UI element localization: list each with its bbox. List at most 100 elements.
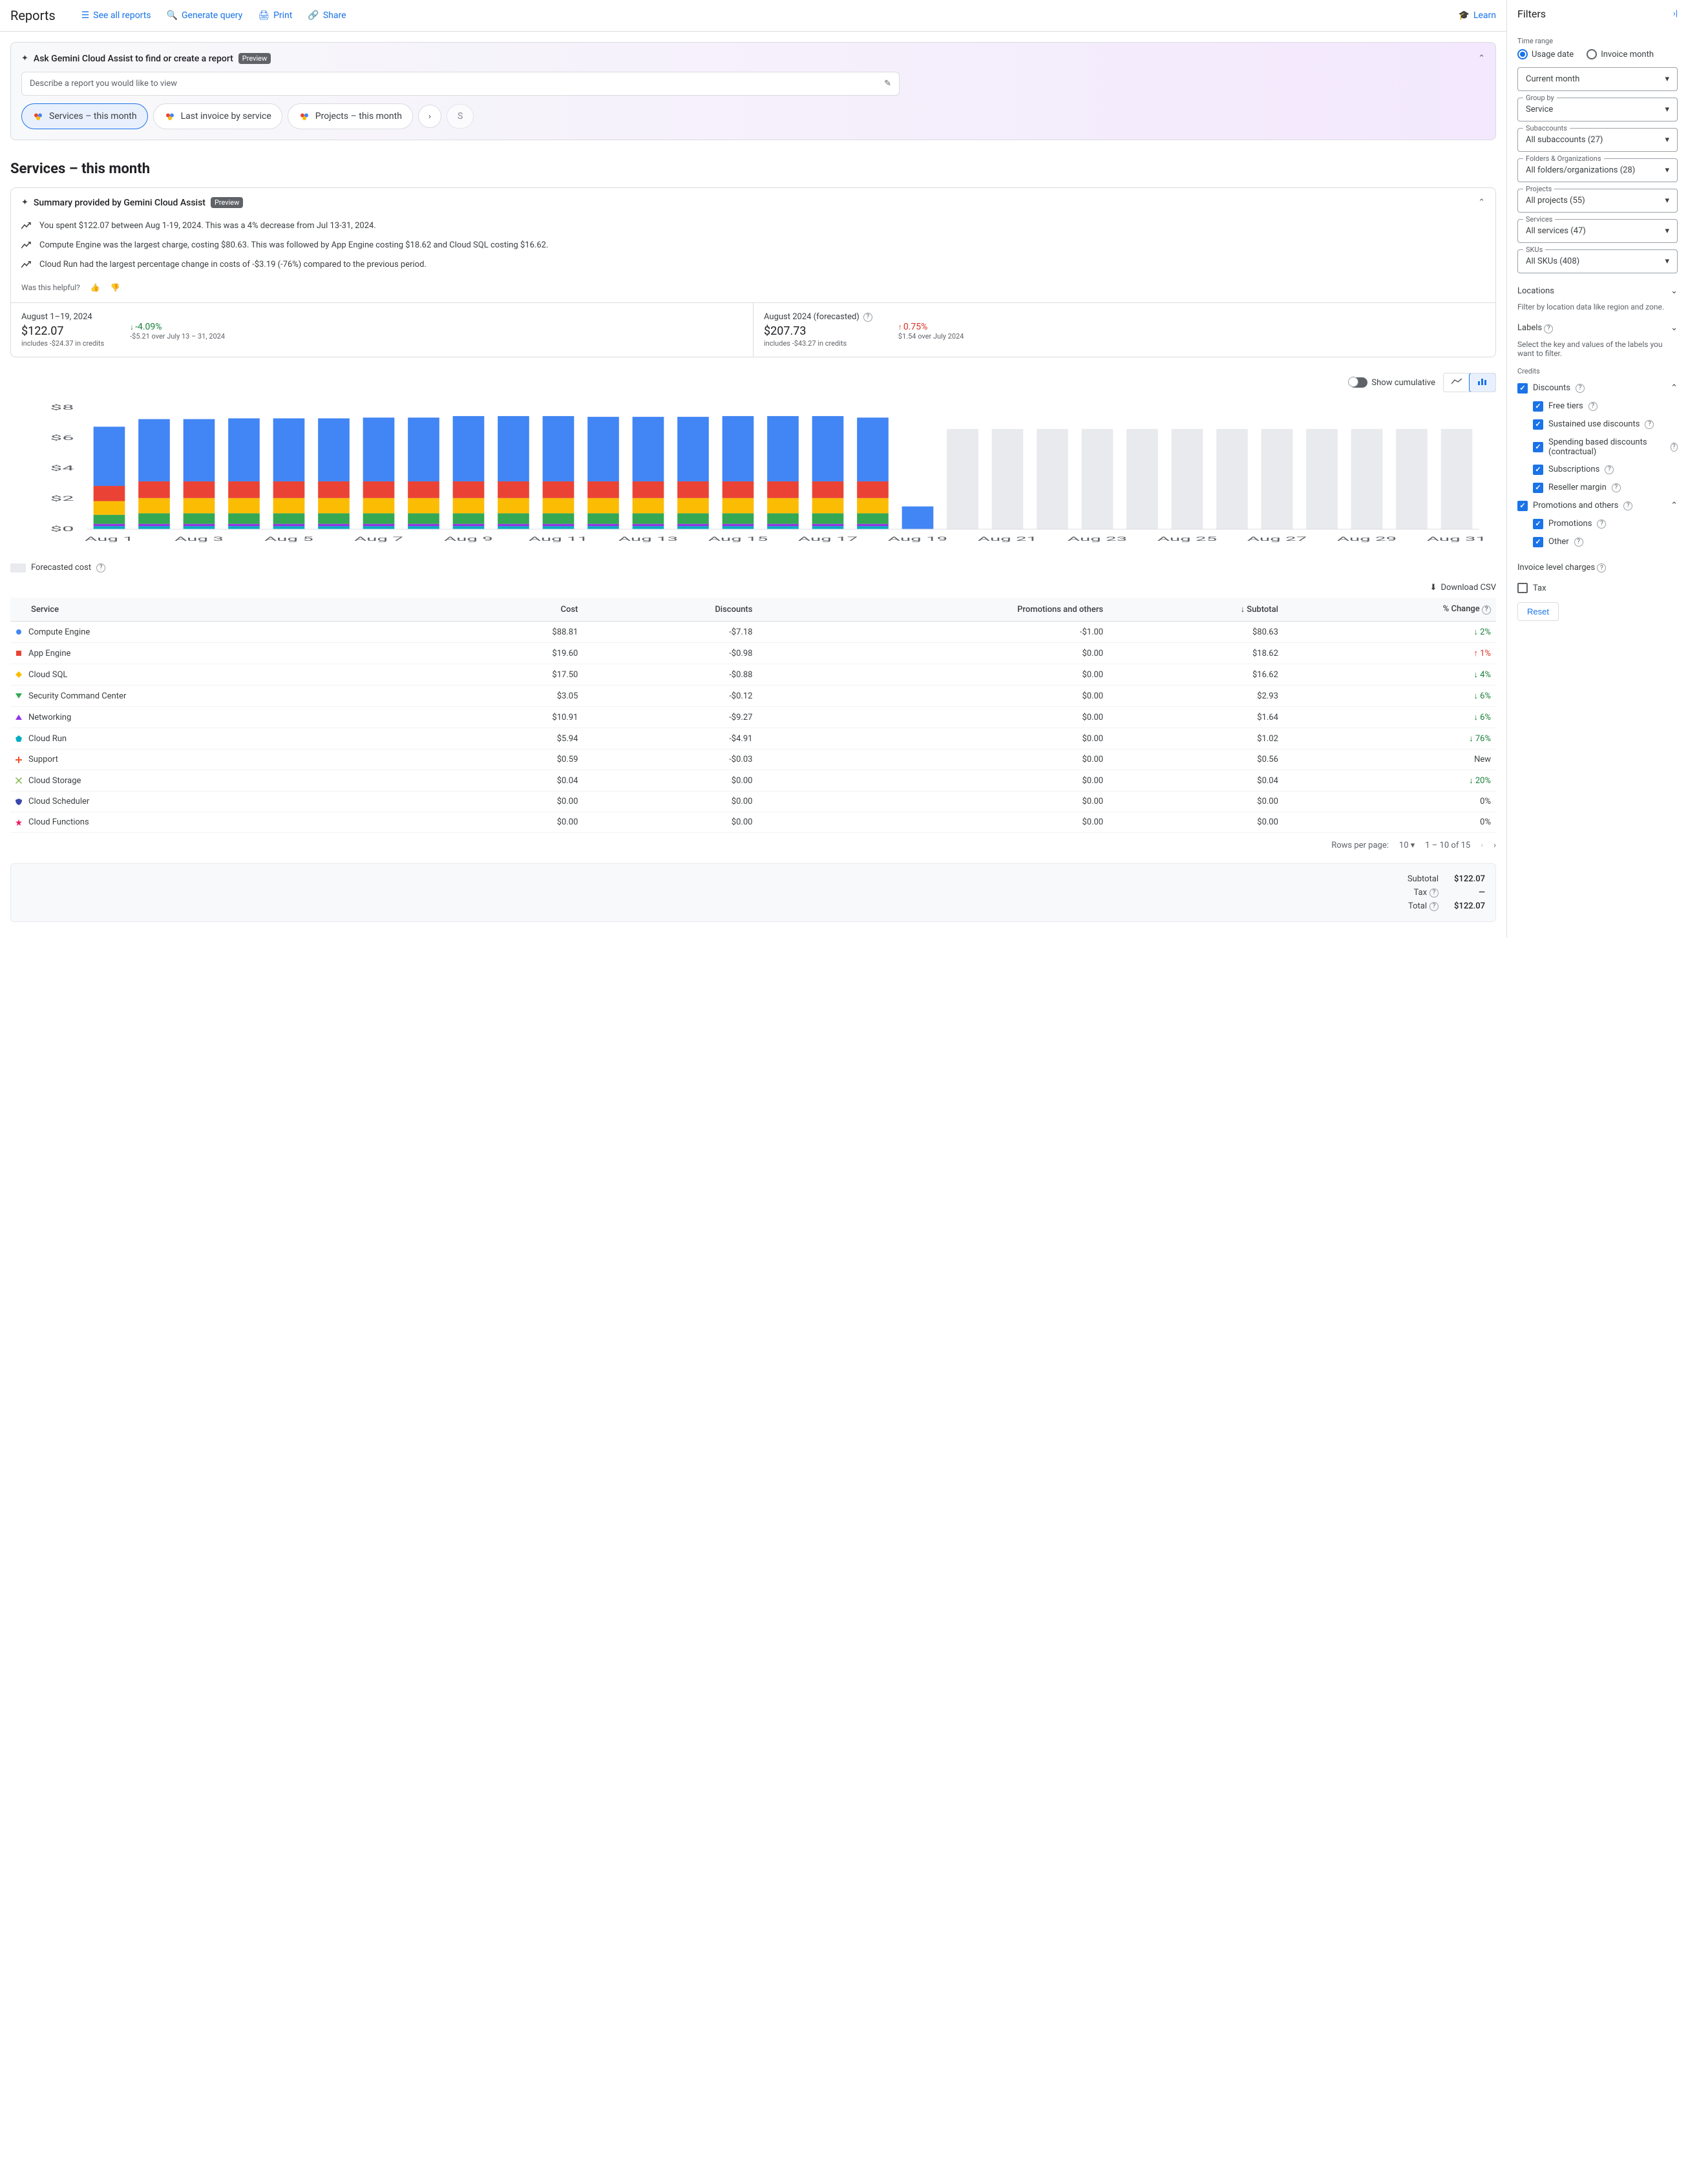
column-header[interactable]: Cost bbox=[452, 598, 584, 622]
table-row[interactable]: Cloud Scheduler$0.00$0.00$0.00$0.000% bbox=[10, 792, 1496, 812]
collapse-gemini-button[interactable]: ⌃ bbox=[1478, 54, 1485, 63]
table-row[interactable]: Compute Engine$88.81-$7.18-$1.00$80.63↓ … bbox=[10, 622, 1496, 643]
chip-partial[interactable]: S bbox=[447, 104, 474, 129]
column-header[interactable]: Discounts bbox=[583, 598, 757, 622]
table-row[interactable]: Networking$10.91-$9.27$0.00$1.64↓ 6% bbox=[10, 707, 1496, 728]
share-link[interactable]: 🔗 Share bbox=[308, 10, 346, 21]
chip-scroll-next-button[interactable]: › bbox=[418, 105, 441, 128]
discounts-cell: -$0.98 bbox=[583, 643, 757, 664]
help-icon[interactable]: ? bbox=[1645, 420, 1654, 429]
help-icon[interactable]: ? bbox=[96, 563, 105, 572]
chip-last-invoice[interactable]: Last invoice by service bbox=[153, 103, 282, 129]
discounts-checkbox[interactable]: Discounts?⌃ bbox=[1517, 379, 1678, 397]
locations-expand[interactable]: Locations⌄ bbox=[1517, 280, 1678, 302]
sparkle-icon: ✦ bbox=[21, 54, 28, 63]
help-icon[interactable]: ? bbox=[863, 313, 872, 322]
invoice-month-radio[interactable]: Invoice month bbox=[1587, 49, 1654, 59]
help-icon[interactable]: ? bbox=[1597, 563, 1606, 572]
table-row[interactable]: Cloud Functions$0.00$0.00$0.00$0.000% bbox=[10, 812, 1496, 833]
sustained-checkbox[interactable]: Sustained use discounts? bbox=[1517, 415, 1678, 434]
service-marker-icon bbox=[16, 650, 22, 656]
column-header[interactable]: % Change ? bbox=[1283, 598, 1496, 622]
cost-cell: $5.94 bbox=[452, 728, 584, 750]
gemini-prompt-input[interactable]: Describe a report you would like to view… bbox=[21, 72, 900, 96]
see-all-reports-link[interactable]: ☰ See all reports bbox=[81, 10, 151, 21]
collapse-filters-button[interactable]: ›| bbox=[1673, 9, 1678, 19]
line-view-button[interactable] bbox=[1444, 373, 1470, 392]
time-range-select[interactable]: Current month▾ bbox=[1517, 67, 1678, 91]
chip-projects-this-month[interactable]: Projects – this month bbox=[288, 103, 413, 129]
help-icon[interactable]: ? bbox=[1623, 501, 1632, 510]
labels-expand[interactable]: Labels ?⌄ bbox=[1517, 317, 1678, 340]
service-name: Support bbox=[28, 755, 58, 764]
subtotal-cell: $18.62 bbox=[1108, 643, 1283, 664]
table-row[interactable]: Cloud Storage$0.04$0.00$0.00$0.04↓ 20% bbox=[10, 770, 1496, 792]
generate-query-link[interactable]: 🔍 Generate query bbox=[167, 10, 243, 21]
projects-select[interactable]: Projects All projects (55)▾ bbox=[1517, 189, 1678, 213]
help-icon[interactable]: ? bbox=[1671, 443, 1678, 452]
help-icon[interactable]: ? bbox=[1574, 538, 1583, 547]
chip-services-this-month[interactable]: Services – this month bbox=[21, 103, 148, 129]
services-select[interactable]: Services All services (47)▾ bbox=[1517, 219, 1678, 243]
thumbs-up-icon[interactable]: 👍 bbox=[90, 283, 100, 292]
change-cell: 0% bbox=[1283, 792, 1496, 812]
table-row[interactable]: Cloud SQL$17.50-$0.88$0.00$16.62↓ 4% bbox=[10, 664, 1496, 686]
preview-badge: Preview bbox=[238, 53, 271, 64]
line-chart-icon bbox=[1451, 377, 1462, 385]
cost-cell: $3.05 bbox=[452, 686, 584, 707]
column-header[interactable]: Service bbox=[10, 598, 452, 622]
discounts-cell: -$4.91 bbox=[583, 728, 757, 750]
rows-per-page-select[interactable]: 10 ▾ bbox=[1399, 841, 1415, 850]
help-icon[interactable]: ? bbox=[1544, 324, 1553, 333]
table-row[interactable]: Support$0.59-$0.03$0.00$0.56New bbox=[10, 750, 1496, 770]
svg-text:$8: $8 bbox=[50, 404, 74, 412]
column-header[interactable]: Promotions and others bbox=[757, 598, 1108, 622]
group-by-select[interactable]: Group by Service▾ bbox=[1517, 98, 1678, 121]
service-name: Cloud Scheduler bbox=[28, 797, 89, 806]
folders-select[interactable]: Folders & Organizations All folders/orga… bbox=[1517, 158, 1678, 182]
subtotal-cell: $0.56 bbox=[1108, 750, 1283, 770]
service-marker-icon bbox=[16, 799, 22, 805]
change-cell: ↓ 4% bbox=[1283, 664, 1496, 686]
table-row[interactable]: App Engine$19.60-$0.98$0.00$18.62↑ 1% bbox=[10, 643, 1496, 664]
spending-checkbox[interactable]: Spending based discounts (contractual)? bbox=[1517, 434, 1678, 461]
free-tiers-checkbox[interactable]: Free tiers? bbox=[1517, 397, 1678, 415]
cost-chart: $0$2$4$6$8Aug 1Aug 3Aug 5Aug 7Aug 9Aug 1… bbox=[0, 397, 1506, 558]
other-checkbox[interactable]: Other? bbox=[1517, 533, 1678, 551]
help-icon[interactable]: ? bbox=[1588, 402, 1598, 411]
help-icon[interactable]: ? bbox=[1597, 520, 1606, 529]
print-link[interactable]: 🖨 Print bbox=[258, 10, 292, 21]
download-csv-button[interactable]: ⬇ Download CSV bbox=[1430, 583, 1496, 593]
promotions-others-checkbox[interactable]: Promotions and others?⌃ bbox=[1517, 497, 1678, 515]
help-icon[interactable]: ? bbox=[1430, 888, 1439, 898]
cost-cell: $0.59 bbox=[452, 750, 584, 770]
column-header[interactable]: ↓ Subtotal bbox=[1108, 598, 1283, 622]
reseller-checkbox[interactable]: Reseller margin? bbox=[1517, 479, 1678, 497]
help-icon[interactable]: ? bbox=[1576, 384, 1585, 393]
svg-text:Aug 25: Aug 25 bbox=[1157, 536, 1218, 542]
help-icon[interactable]: ? bbox=[1605, 465, 1614, 474]
promotions-checkbox[interactable]: Promotions? bbox=[1517, 515, 1678, 533]
learn-link[interactable]: 🎓 Learn bbox=[1459, 10, 1497, 21]
cost-cell: $0.00 bbox=[452, 792, 584, 812]
svg-text:Aug 27: Aug 27 bbox=[1247, 536, 1307, 542]
subaccounts-select[interactable]: Subaccounts All subaccounts (27)▾ bbox=[1517, 128, 1678, 152]
bar-view-button[interactable] bbox=[1469, 373, 1496, 392]
tax-checkbox[interactable]: Tax bbox=[1517, 579, 1678, 597]
prev-page-button[interactable]: ‹ bbox=[1481, 841, 1483, 850]
usage-date-radio[interactable]: Usage date bbox=[1517, 49, 1574, 59]
help-icon[interactable]: ? bbox=[1430, 902, 1439, 911]
page-title-header: Reports bbox=[10, 8, 56, 23]
collapse-summary-button[interactable]: ⌃ bbox=[1478, 198, 1485, 207]
help-icon[interactable]: ? bbox=[1612, 483, 1621, 492]
help-icon[interactable]: ? bbox=[1482, 605, 1491, 614]
subscriptions-checkbox[interactable]: Subscriptions? bbox=[1517, 461, 1678, 479]
skus-select[interactable]: SKUs All SKUs (408)▾ bbox=[1517, 249, 1678, 273]
thumbs-down-icon[interactable]: 👎 bbox=[111, 283, 120, 292]
table-row[interactable]: Security Command Center$3.05-$0.12$0.00$… bbox=[10, 686, 1496, 707]
service-marker-icon bbox=[16, 629, 22, 635]
cumulative-toggle[interactable]: Show cumulative bbox=[1349, 377, 1435, 388]
table-row[interactable]: Cloud Run$5.94-$4.91$0.00$1.02↓ 76% bbox=[10, 728, 1496, 750]
next-page-button[interactable]: › bbox=[1493, 841, 1496, 850]
reset-button[interactable]: Reset bbox=[1517, 602, 1559, 621]
